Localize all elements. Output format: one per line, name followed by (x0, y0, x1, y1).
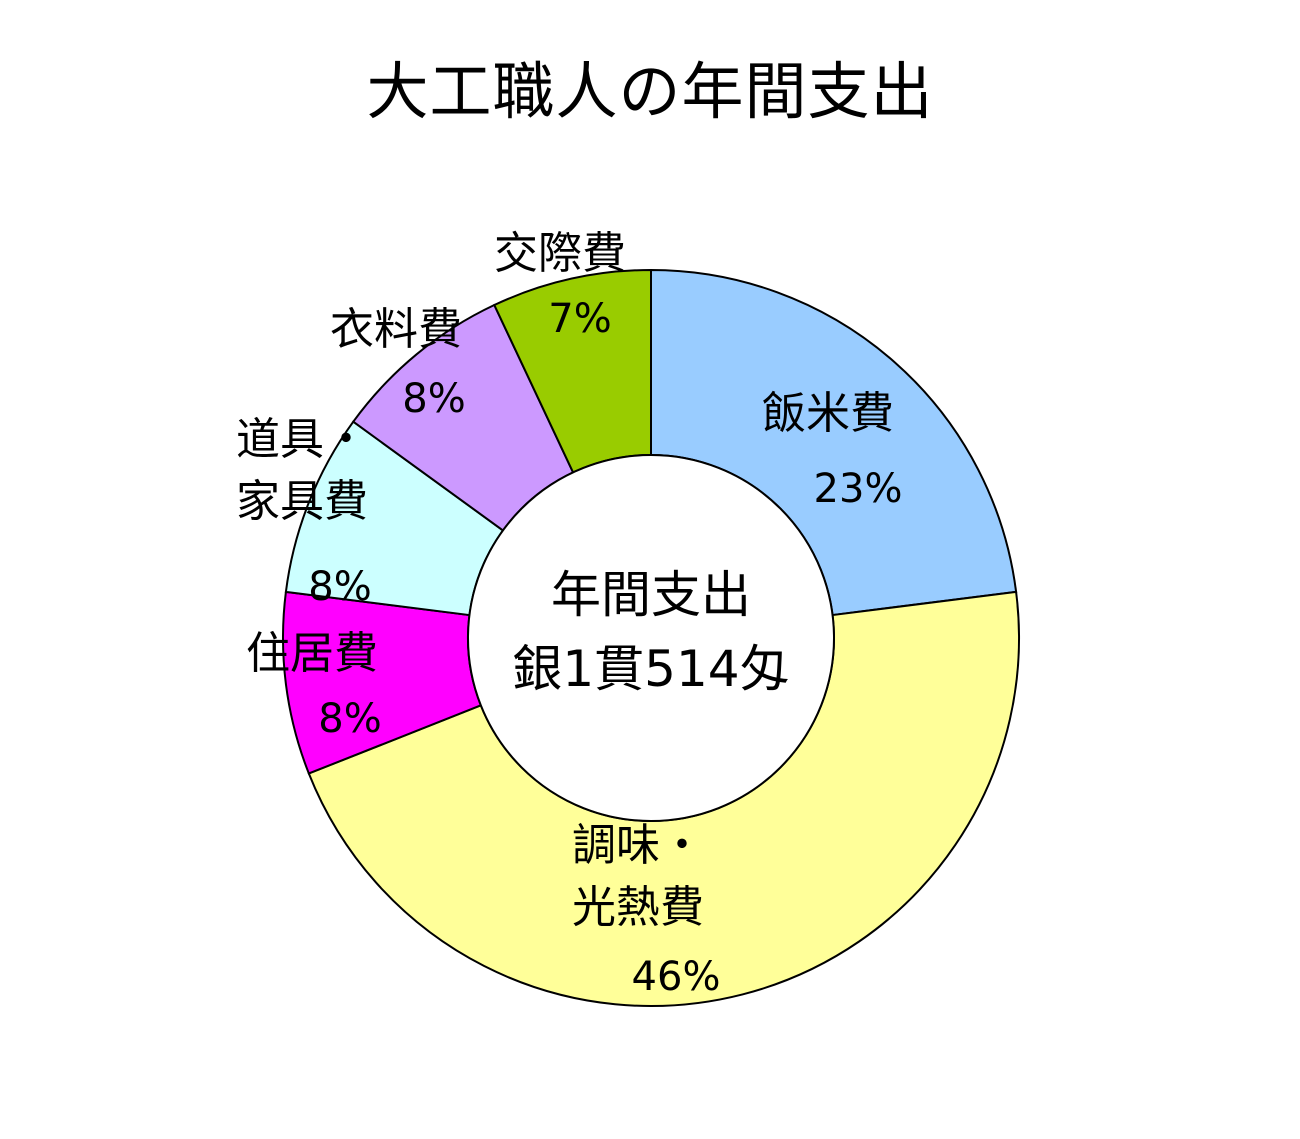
slice-1-percent-label: 23% (814, 466, 903, 512)
slice-4-percent-label: 8% (308, 564, 371, 610)
slice-2-name-line-2: 光熱費 (572, 882, 704, 933)
slice-2-name-line-1: 調味・ (572, 820, 704, 871)
slice-3-name-line-1: 住居費 (246, 628, 378, 679)
slice-6-name-line-1: 交際費 (494, 228, 626, 279)
slice-5-percent-label: 8% (402, 376, 465, 422)
slice-4-name-line-1: 道具・ (236, 414, 368, 465)
center-label-line-2: 銀1貫514匁 (512, 640, 789, 698)
slice-5-name-line-1: 衣料費 (330, 304, 462, 355)
donut-center-hole (467, 454, 835, 822)
labels-layer: 飯米費 23% 調味・光熱費 46% 住居費 8% 道具・家具費 8% 衣料費 8% 交際費 7% (236, 228, 902, 1000)
slice-3-percent-label: 8% (318, 696, 381, 742)
slices-layer (282, 268, 1021, 1007)
slice-4-name-line-2: 家具費 (236, 476, 368, 527)
slice-6-percent-label: 7% (548, 296, 611, 342)
slice-2-percent-label: 46% (632, 954, 721, 1000)
slice-1-name-line-1: 飯米費 (762, 388, 894, 439)
chart-title: 大工職人の年間支出 (366, 55, 934, 128)
center-label-line-1: 年間支出 (551, 566, 751, 624)
